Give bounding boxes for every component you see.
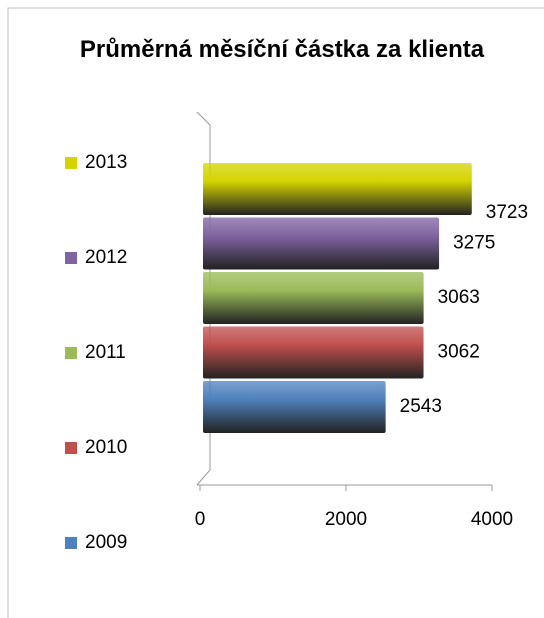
- bar: [203, 272, 424, 324]
- legend-swatch: [65, 252, 77, 264]
- legend-label: 2011: [85, 342, 126, 363]
- data-label: 2543: [400, 396, 442, 417]
- legend-label: 2013: [85, 152, 127, 173]
- legend-label: 2009: [85, 532, 127, 553]
- legend-swatch: [65, 442, 77, 454]
- legend-swatch: [65, 157, 77, 169]
- chart-border: [7, 7, 544, 618]
- legend-label: 2010: [85, 437, 127, 458]
- x-tick-label: 0: [195, 509, 206, 530]
- data-label: 3063: [438, 287, 480, 308]
- bar: [203, 326, 424, 379]
- legend-swatch: [65, 347, 77, 359]
- x-tick-label: 2000: [325, 509, 367, 530]
- legend-label: 2012: [85, 247, 127, 268]
- legend-swatch: [65, 537, 77, 549]
- bar: [203, 217, 440, 270]
- bar: [203, 381, 386, 433]
- data-label: 3275: [453, 233, 495, 254]
- data-label: 3062: [438, 342, 480, 363]
- data-label: 3723: [486, 202, 528, 223]
- x-tick-label: 4000: [471, 509, 513, 530]
- bar: [203, 163, 472, 215]
- chart-title: Průměrná měsíční částka za klienta: [79, 36, 485, 63]
